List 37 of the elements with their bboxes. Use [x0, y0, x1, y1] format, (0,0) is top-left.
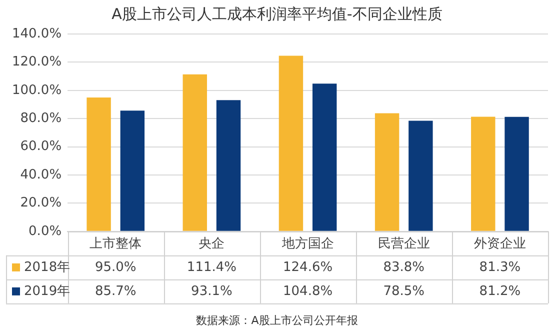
y-tick-label: 20.0%: [20, 196, 62, 211]
bar: [504, 116, 529, 231]
data-label: 81.2%: [479, 284, 521, 299]
data-label: 93.1%: [191, 284, 232, 299]
bar: [408, 120, 433, 231]
y-tick-label: 140.0%: [12, 26, 62, 42]
x-tick-label: 央企: [198, 236, 225, 252]
bar: [86, 97, 111, 231]
x-tick-label: 地方国企: [280, 236, 334, 252]
data-label: 85.7%: [94, 284, 136, 299]
data-label: 111.4%: [186, 260, 236, 275]
bar: [312, 84, 337, 231]
legend-label: 2019年: [24, 284, 70, 299]
data-label: 78.5%: [383, 284, 425, 299]
data-label: 124.6%: [282, 260, 333, 275]
bar: [216, 100, 241, 231]
bar: [278, 56, 304, 231]
legend-label: 2018年: [24, 260, 70, 275]
x-tick-label: 外资企业: [474, 236, 526, 252]
source-note: 数据来源：A股上市公司公开年报: [196, 314, 358, 327]
y-tick-label: 0.0%: [28, 224, 62, 239]
chart-title: A股上市公司人工成本利润率平均值-不同企业性质: [112, 4, 442, 23]
data-label: 104.8%: [282, 284, 333, 299]
x-tick-label: 民营企业: [378, 236, 430, 252]
x-tick-label: 上市整体: [90, 236, 142, 252]
y-tick-label: 120.0%: [12, 54, 62, 70]
bar: [374, 113, 400, 231]
data-label: 83.8%: [383, 260, 425, 275]
y-tick-label: 40.0%: [20, 167, 62, 182]
y-tick-label: 100.0%: [12, 82, 62, 98]
bar: [182, 74, 207, 231]
data-label: 81.3%: [479, 260, 521, 275]
bar: [120, 110, 145, 231]
y-tick-label: 80.0%: [20, 110, 62, 126]
bar: [471, 116, 496, 231]
y-tick-label: 60.0%: [20, 139, 62, 154]
data-label: 95.0%: [94, 260, 136, 275]
